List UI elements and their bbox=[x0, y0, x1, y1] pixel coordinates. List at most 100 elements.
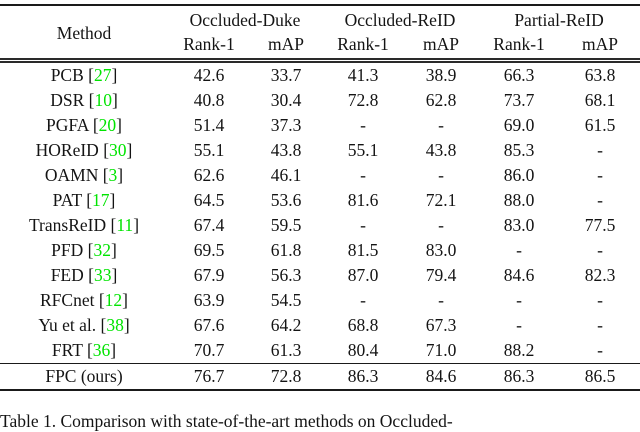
citation-ref[interactable]: 11 bbox=[116, 215, 134, 235]
value-cell: 70.7 bbox=[193, 340, 225, 360]
value-cell: 81.5 bbox=[347, 240, 379, 260]
value-cell: 63.8 bbox=[584, 65, 616, 85]
column-header-rank1: Rank-1 bbox=[168, 32, 250, 63]
table-row: FPC (ours) 76.7 72.8 86.3 84.6 86.3 86.5 bbox=[0, 363, 640, 390]
method-cell: FRT [36] bbox=[51, 340, 117, 360]
method-cell: TransReID [11] bbox=[28, 215, 140, 235]
table-row: HOReID [30] 55.1 43.8 55.1 43.8 85.3 - bbox=[0, 138, 640, 163]
results-table: Method Occluded-Duke Occluded-ReID Parti… bbox=[0, 4, 640, 391]
value-cell: 61.8 bbox=[270, 240, 302, 260]
value-cell: 62.8 bbox=[425, 90, 457, 110]
value-cell: - bbox=[516, 240, 522, 260]
method-cell: PCB [27] bbox=[50, 65, 118, 85]
table-row: DSR [10] 40.8 30.4 72.8 62.8 73.7 68.1 bbox=[0, 88, 640, 113]
value-cell: 72.8 bbox=[347, 90, 379, 110]
table-row: PGFA [20] 51.4 37.3 - - 69.0 61.5 bbox=[0, 113, 640, 138]
method-cell: FPC (ours) bbox=[0, 363, 168, 390]
value-cell: 79.4 bbox=[425, 265, 457, 285]
value-cell: - bbox=[360, 215, 366, 235]
column-header-map: mAP bbox=[250, 32, 323, 63]
value-cell: 33.7 bbox=[270, 65, 302, 85]
method-cell: PAT [17] bbox=[52, 190, 116, 210]
table-row: FED [33] 67.9 56.3 87.0 79.4 84.6 82.3 bbox=[0, 263, 640, 288]
value-cell: 84.6 bbox=[503, 265, 535, 285]
results-table-body: PCB [27] 42.6 33.7 41.3 38.9 66.3 63.8 DSR [10]… bbox=[0, 61, 640, 390]
value-cell: 40.8 bbox=[193, 90, 225, 110]
value-cell: 61.3 bbox=[270, 340, 302, 360]
table-row: PAT [17] 64.5 53.6 81.6 72.1 88.0 - bbox=[0, 188, 640, 213]
value-cell: - bbox=[360, 165, 366, 185]
table-header-sub-row: Rank-1 mAP Rank-1 mAP Rank-1 mAP bbox=[0, 32, 640, 63]
value-cell: - bbox=[597, 340, 603, 360]
value-cell: 73.7 bbox=[503, 90, 535, 110]
column-header-rank1: Rank-1 bbox=[322, 32, 405, 63]
value-cell: 76.7 bbox=[168, 363, 250, 390]
citation-ref[interactable]: 17 bbox=[92, 190, 110, 210]
value-cell: 55.1 bbox=[347, 140, 379, 160]
method-cell: HOReID [30] bbox=[35, 140, 133, 160]
value-cell: 72.1 bbox=[425, 190, 457, 210]
citation-ref[interactable]: 36 bbox=[92, 340, 111, 360]
paper-table-figure: Method Occluded-Duke Occluded-ReID Parti… bbox=[0, 4, 640, 431]
value-cell: 84.6 bbox=[404, 363, 479, 390]
value-cell: 83.0 bbox=[425, 240, 457, 260]
value-cell: 86.5 bbox=[560, 363, 640, 390]
value-cell: 69.0 bbox=[503, 115, 535, 135]
value-cell: 80.4 bbox=[347, 340, 379, 360]
value-cell: 64.2 bbox=[270, 315, 302, 335]
value-cell: 68.1 bbox=[584, 90, 616, 110]
table-row: RFCnet [12] 63.9 54.5 - - - - bbox=[0, 288, 640, 313]
method-cell: FED [33] bbox=[50, 265, 118, 285]
column-group-occluded-reid: Occluded-ReID bbox=[344, 9, 456, 30]
method-cell: RFCnet [12] bbox=[40, 290, 128, 310]
table-caption: Table 1. Comparison with state-of-the-ar… bbox=[0, 411, 453, 431]
method-cell: PFD [32] bbox=[51, 240, 117, 260]
value-cell: 54.5 bbox=[270, 290, 302, 310]
table-row: PCB [27] 42.6 33.7 41.3 38.9 66.3 63.8 bbox=[0, 61, 640, 89]
value-cell: 66.3 bbox=[503, 65, 535, 85]
value-cell: 51.4 bbox=[193, 115, 225, 135]
citation-ref[interactable]: 3 bbox=[108, 165, 118, 185]
value-cell: 43.8 bbox=[270, 140, 302, 160]
method-cell: OAMN [3] bbox=[44, 165, 124, 185]
citation-ref[interactable]: 27 bbox=[93, 65, 112, 85]
value-cell: 61.5 bbox=[584, 115, 616, 135]
value-cell: 81.6 bbox=[347, 190, 379, 210]
citation-ref[interactable]: 30 bbox=[109, 140, 127, 160]
value-cell: - bbox=[516, 315, 522, 335]
table-header-group-row: Method Occluded-Duke Occluded-ReID Parti… bbox=[0, 5, 640, 63]
value-cell: 86.0 bbox=[503, 165, 535, 185]
citation-ref[interactable]: 10 bbox=[94, 90, 112, 110]
value-cell: 86.3 bbox=[478, 363, 561, 390]
value-cell: 55.1 bbox=[193, 140, 225, 160]
value-cell: - bbox=[438, 215, 444, 235]
citation-ref[interactable]: 33 bbox=[93, 265, 112, 285]
value-cell: 85.3 bbox=[503, 140, 535, 160]
column-group-partial-reid: Partial-ReID bbox=[514, 9, 604, 30]
value-cell: - bbox=[438, 115, 444, 135]
column-header-method: Method bbox=[0, 5, 168, 63]
value-cell: 53.6 bbox=[270, 190, 302, 210]
value-cell: - bbox=[516, 290, 522, 310]
value-cell: - bbox=[597, 240, 603, 260]
citation-ref[interactable]: 38 bbox=[106, 315, 124, 335]
value-cell: - bbox=[597, 165, 603, 185]
method-cell: Yu et al. [38] bbox=[38, 315, 130, 335]
value-cell: - bbox=[597, 140, 603, 160]
column-header-map: mAP bbox=[404, 32, 479, 63]
value-cell: 69.5 bbox=[193, 240, 225, 260]
value-cell: 88.2 bbox=[503, 340, 535, 360]
value-cell: - bbox=[597, 315, 603, 335]
citation-ref[interactable]: 20 bbox=[98, 115, 117, 135]
value-cell: - bbox=[438, 165, 444, 185]
value-cell: - bbox=[597, 190, 603, 210]
citation-ref[interactable]: 12 bbox=[104, 290, 123, 310]
citation-ref[interactable]: 32 bbox=[93, 240, 111, 260]
value-cell: - bbox=[597, 290, 603, 310]
column-group-occluded-duke: Occluded-Duke bbox=[189, 9, 301, 30]
value-cell: 38.9 bbox=[425, 65, 457, 85]
value-cell: 83.0 bbox=[503, 215, 535, 235]
value-cell: 56.3 bbox=[270, 265, 302, 285]
value-cell: 43.8 bbox=[425, 140, 457, 160]
table-header: Method Occluded-Duke Occluded-ReID Parti… bbox=[0, 5, 640, 63]
